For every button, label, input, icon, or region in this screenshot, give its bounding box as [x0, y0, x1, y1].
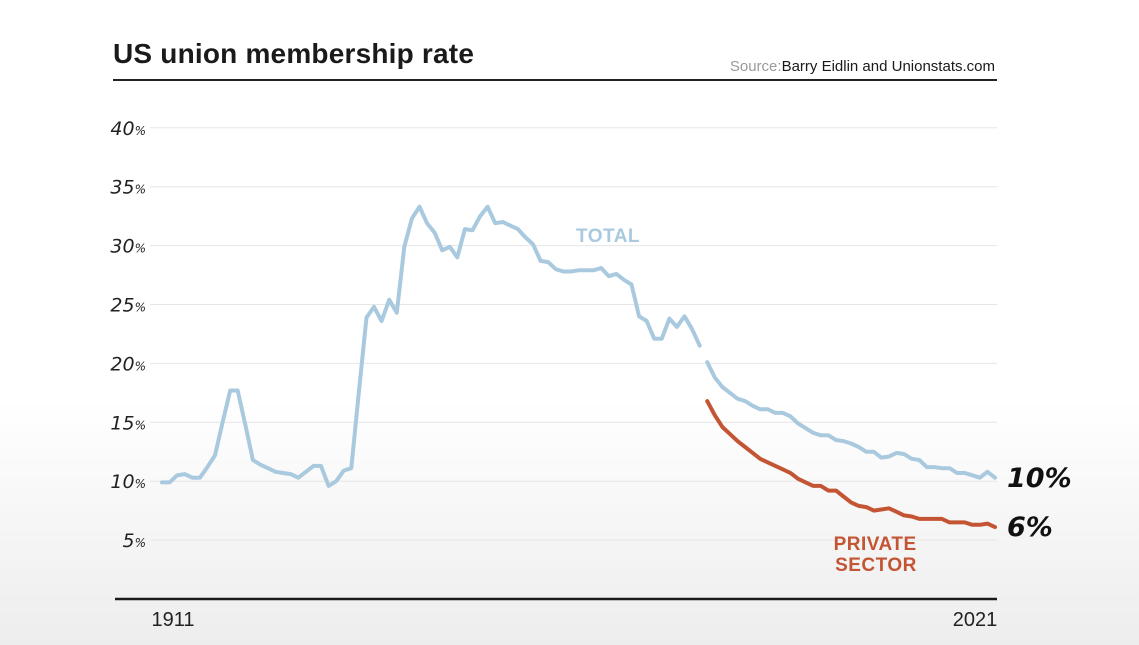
- y-tick-label-35: 35%: [110, 177, 146, 199]
- y-tick-label-30: 30%: [110, 236, 146, 258]
- series-lines: [160, 204, 997, 530]
- page-title: US union membership rate: [113, 38, 475, 69]
- source-attribution: Source:Barry Eidlin and Unionstats.com: [730, 58, 995, 75]
- series-line-total-segment-1: [705, 360, 997, 480]
- series-line-total-segment-0: [160, 204, 702, 488]
- y-tick-label-15: 15%: [110, 412, 146, 434]
- title-divider: [113, 79, 997, 81]
- x-tick-label-start: 1911: [151, 609, 194, 631]
- series-label-total: TOTAL: [576, 226, 640, 247]
- series-line-private-sector-segment-0: [705, 399, 997, 530]
- series-label-private-sector: PRIVATE SECTOR: [834, 534, 923, 576]
- end-value-label-private-sector: 6%: [1007, 512, 1053, 543]
- source-text: Barry Eidlin and Unionstats.com: [781, 58, 995, 75]
- y-tick-label-25: 25%: [110, 295, 146, 317]
- gridlines: [150, 127, 997, 541]
- x-tick-label-end: 2021: [953, 609, 998, 631]
- y-tick-label-40: 40%: [110, 118, 146, 140]
- series-label-private-line-2: SECTOR: [835, 555, 917, 576]
- source-label: Source:: [729, 58, 782, 75]
- y-tick-label-5: 5%: [123, 530, 147, 552]
- y-tick-label-20: 20%: [110, 353, 146, 375]
- y-axis-ticks: 5% 10% 15% 20% 25% 30% 35% 40%: [110, 118, 146, 552]
- y-tick-label-10: 10%: [110, 471, 146, 493]
- series-label-private-line-1: PRIVATE: [834, 534, 917, 555]
- end-value-label-total: 10%: [1007, 463, 1072, 494]
